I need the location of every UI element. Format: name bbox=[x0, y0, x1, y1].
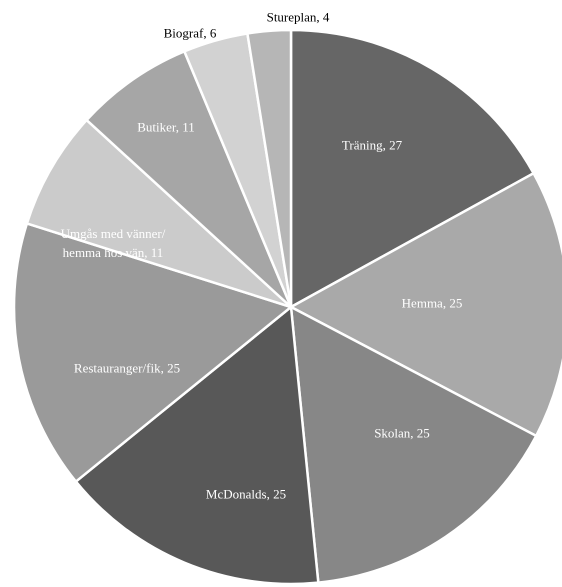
pie-slice bbox=[84, 49, 293, 308]
slice-label: Biograf, 6 bbox=[163, 25, 217, 41]
slice-label: Umgås med vänner/ hemma hos vän, 11 bbox=[60, 226, 166, 260]
slice-label: Stureplan, 4 bbox=[266, 9, 330, 25]
pie-slice bbox=[289, 304, 538, 585]
pie-slice bbox=[12, 221, 294, 484]
slice-label: Skolan, 25 bbox=[374, 425, 430, 441]
pie-slice bbox=[288, 171, 562, 438]
pie-slice bbox=[74, 304, 320, 586]
slice-label: Restauranger/fik, 25 bbox=[73, 360, 181, 376]
slice-label: McDonalds, 25 bbox=[205, 486, 287, 502]
slice-label: Butiker, 11 bbox=[137, 119, 195, 135]
pie-slice bbox=[289, 28, 536, 310]
pie-slice bbox=[25, 118, 292, 309]
slice-label: Hemma, 25 bbox=[401, 295, 463, 311]
slice-label: Träning, 27 bbox=[341, 137, 403, 153]
pie-slice bbox=[245, 28, 293, 308]
